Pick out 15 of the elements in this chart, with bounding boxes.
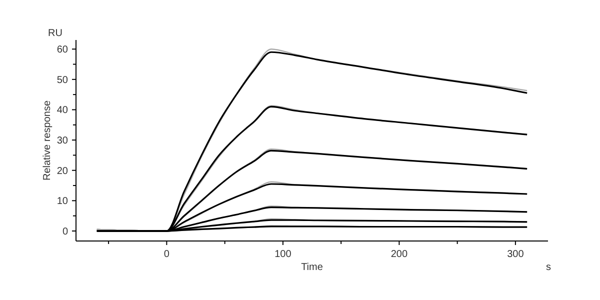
y-tick-label: 40: [56, 105, 68, 116]
y-tick-label: 0: [62, 226, 68, 238]
y-tick-label: 30: [56, 136, 68, 147]
y-tick-label: 50: [56, 74, 68, 86]
text: RU: [48, 28, 62, 39]
x-axis-title: Time: [301, 262, 324, 273]
x-tick-label: 300: [507, 249, 524, 260]
y-axis-title: Relative response: [42, 100, 53, 181]
x-tick-label: 0: [164, 249, 170, 260]
x-tick-label: 200: [390, 249, 408, 260]
y-tick-label: 10: [56, 196, 68, 208]
y-tick-label: 20: [56, 166, 68, 177]
x-tick-label: 100: [274, 249, 292, 260]
text: s: [546, 262, 551, 273]
y-tick-label: 60: [56, 44, 68, 56]
